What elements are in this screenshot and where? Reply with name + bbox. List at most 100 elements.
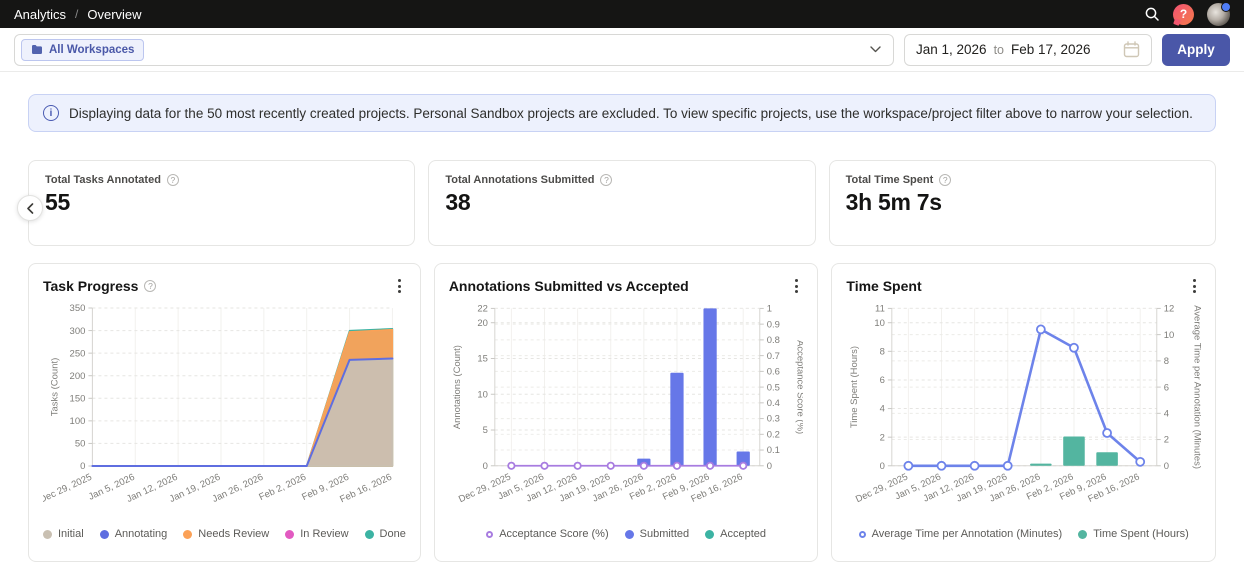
top-bar: Analytics / Overview ? bbox=[0, 0, 1244, 28]
stat-label: Total Tasks Annotated bbox=[45, 174, 161, 186]
legend-item[interactable]: Needs Review bbox=[183, 528, 269, 540]
svg-text:0.5: 0.5 bbox=[767, 382, 780, 393]
legend-label: Submitted bbox=[639, 528, 690, 540]
svg-text:300: 300 bbox=[70, 326, 86, 337]
svg-text:6: 6 bbox=[1164, 382, 1169, 393]
svg-text:Dec 29, 2025: Dec 29, 2025 bbox=[43, 472, 94, 506]
workspace-filter-select[interactable]: All Workspaces bbox=[14, 33, 894, 66]
legend-label: Accepted bbox=[720, 528, 767, 540]
svg-text:22: 22 bbox=[477, 304, 488, 315]
legend-item[interactable]: Annotating bbox=[99, 528, 168, 540]
svg-text:8: 8 bbox=[1164, 356, 1169, 367]
stat-card-total-time-spent: Total Time Spent ? 3h 5m 7s bbox=[828, 160, 1216, 246]
legend-label: Initial bbox=[58, 528, 84, 540]
svg-text:10: 10 bbox=[1164, 330, 1175, 341]
filter-bar: All Workspaces Jan 1, 2026 to Feb 17, 20… bbox=[0, 28, 1244, 72]
workspace-chip[interactable]: All Workspaces bbox=[21, 38, 145, 61]
legend-label: Needs Review bbox=[198, 528, 270, 540]
help-bubble-icon[interactable]: ? bbox=[1173, 3, 1194, 25]
kebab-menu-icon[interactable] bbox=[1188, 276, 1201, 296]
time-spent-chart-card: Time Spent 0 2 4 6 8 10 11 0 2 4 6 8 10 12 Time Spent … bbox=[831, 263, 1216, 562]
kebab-menu-icon[interactable] bbox=[393, 276, 406, 296]
stats-row: Total Tasks Annotated ? 55 Total Annotat… bbox=[28, 160, 1216, 246]
legend-item[interactable]: Average Time per Annotation (Minutes) bbox=[858, 528, 1063, 540]
date-range-field[interactable]: Jan 1, 2026 to Feb 17, 2026 bbox=[904, 33, 1152, 66]
annotations-submitted-vs-accepted-chart-card: Annotations Submitted vs Accepted 0 5 10 15… bbox=[433, 263, 819, 562]
svg-text:250: 250 bbox=[70, 348, 86, 359]
svg-text:4: 4 bbox=[880, 404, 885, 415]
kebab-menu-icon[interactable] bbox=[790, 276, 803, 296]
stat-label: Total Annotations Submitted bbox=[445, 174, 595, 186]
svg-text:0.7: 0.7 bbox=[767, 351, 780, 362]
svg-text:12: 12 bbox=[1164, 304, 1175, 315]
stat-value: 3h 5m 7s bbox=[845, 189, 942, 215]
breadcrumb-overview[interactable]: Overview bbox=[87, 6, 142, 22]
svg-text:Time Spent (Hours): Time Spent (Hours) bbox=[849, 346, 860, 428]
search-icon[interactable] bbox=[1144, 6, 1160, 22]
svg-text:Feb 2, 2026: Feb 2, 2026 bbox=[257, 472, 308, 503]
stat-card-total-annotations-submitted: Total Annotations Submitted ? 38 bbox=[428, 160, 816, 246]
svg-text:0.2: 0.2 bbox=[767, 429, 780, 440]
task-progress-chart-card: Task Progress ? 0 50 100 150 200 250 300 350 Tas… bbox=[28, 263, 421, 562]
chart-title: Annotations Submitted vs Accepted bbox=[448, 278, 689, 294]
svg-text:Average Time per Annotation (M: Average Time per Annotation (Minutes) bbox=[1192, 305, 1201, 469]
info-icon: i bbox=[43, 105, 59, 121]
avatar[interactable] bbox=[1207, 1, 1231, 26]
svg-text:0: 0 bbox=[767, 461, 772, 472]
svg-text:20: 20 bbox=[477, 318, 488, 329]
legend-dot-marker bbox=[624, 529, 634, 539]
help-icon[interactable]: ? bbox=[939, 174, 952, 186]
legend-dot-marker bbox=[99, 529, 109, 539]
help-icon[interactable]: ? bbox=[600, 174, 613, 186]
legend-ring-marker bbox=[858, 530, 866, 538]
svg-text:0: 0 bbox=[880, 461, 885, 472]
apply-button[interactable]: Apply bbox=[1162, 33, 1230, 66]
svg-text:1: 1 bbox=[767, 304, 772, 315]
calendar-icon[interactable] bbox=[1123, 41, 1140, 58]
breadcrumb-analytics[interactable]: Analytics bbox=[14, 6, 67, 22]
svg-text:Annotations (Count): Annotations (Count) bbox=[452, 345, 463, 429]
chart-legend: Average Time per Annotation (Minutes) Tim… bbox=[846, 528, 1201, 540]
help-icon[interactable]: ? bbox=[144, 280, 157, 292]
legend-item[interactable]: Done bbox=[364, 528, 406, 540]
time-spent-chart: 0 2 4 6 8 10 11 0 2 4 6 8 10 12 Time Spent (Hours) Aver… bbox=[849, 304, 1201, 506]
svg-text:0.9: 0.9 bbox=[767, 319, 780, 330]
svg-text:50: 50 bbox=[75, 439, 86, 450]
legend-item[interactable]: In Review bbox=[285, 528, 349, 540]
chart-legend: Acceptance Score (%) Submitted Accepted bbox=[449, 528, 804, 540]
svg-text:6: 6 bbox=[880, 375, 885, 386]
legend-ring-marker bbox=[486, 530, 494, 538]
folder-icon bbox=[32, 45, 42, 54]
carousel-prev-button[interactable] bbox=[17, 195, 43, 221]
legend-dot-marker bbox=[43, 529, 52, 539]
help-icon[interactable]: ? bbox=[166, 174, 179, 186]
annotations-chart: 0 5 10 15 20 22 0 0.1 0.2 0.3 0.4 0.5 0.6 0.7 0.8 0.9 1 A… bbox=[452, 304, 804, 506]
legend-dot-marker bbox=[705, 529, 715, 539]
svg-text:150: 150 bbox=[70, 393, 86, 404]
stat-value: 38 bbox=[445, 189, 471, 215]
svg-text:0: 0 bbox=[80, 461, 85, 472]
breadcrumb-separator: / bbox=[75, 7, 79, 21]
charts-row: Task Progress ? 0 50 100 150 200 250 300 350 Tas… bbox=[28, 263, 1216, 562]
svg-text:100: 100 bbox=[70, 416, 86, 427]
svg-text:11: 11 bbox=[875, 304, 885, 315]
legend-item[interactable]: Acceptance Score (%) bbox=[486, 528, 609, 540]
svg-text:8: 8 bbox=[880, 347, 885, 358]
svg-text:200: 200 bbox=[70, 371, 86, 382]
legend-item[interactable]: Time Spent (Hours) bbox=[1078, 528, 1189, 540]
date-to-label: to bbox=[993, 42, 1004, 57]
svg-text:10: 10 bbox=[875, 318, 886, 329]
stat-value: 55 bbox=[45, 189, 70, 215]
legend-label: Average Time per Annotation (Minutes) bbox=[871, 528, 1063, 540]
svg-text:2: 2 bbox=[880, 432, 885, 443]
svg-text:0.8: 0.8 bbox=[767, 335, 780, 346]
legend-label: Annotating bbox=[114, 528, 168, 540]
svg-text:Tasks (Count): Tasks (Count) bbox=[49, 358, 60, 417]
banner-text: Displaying data for the 50 most recently… bbox=[69, 105, 1193, 121]
legend-item[interactable]: Submitted bbox=[624, 528, 690, 540]
chevron-down-icon[interactable] bbox=[870, 46, 881, 53]
legend-item[interactable]: Initial bbox=[43, 528, 84, 540]
svg-text:0.1: 0.1 bbox=[767, 445, 780, 456]
svg-text:0.3: 0.3 bbox=[767, 414, 780, 425]
legend-item[interactable]: Accepted bbox=[705, 528, 766, 540]
